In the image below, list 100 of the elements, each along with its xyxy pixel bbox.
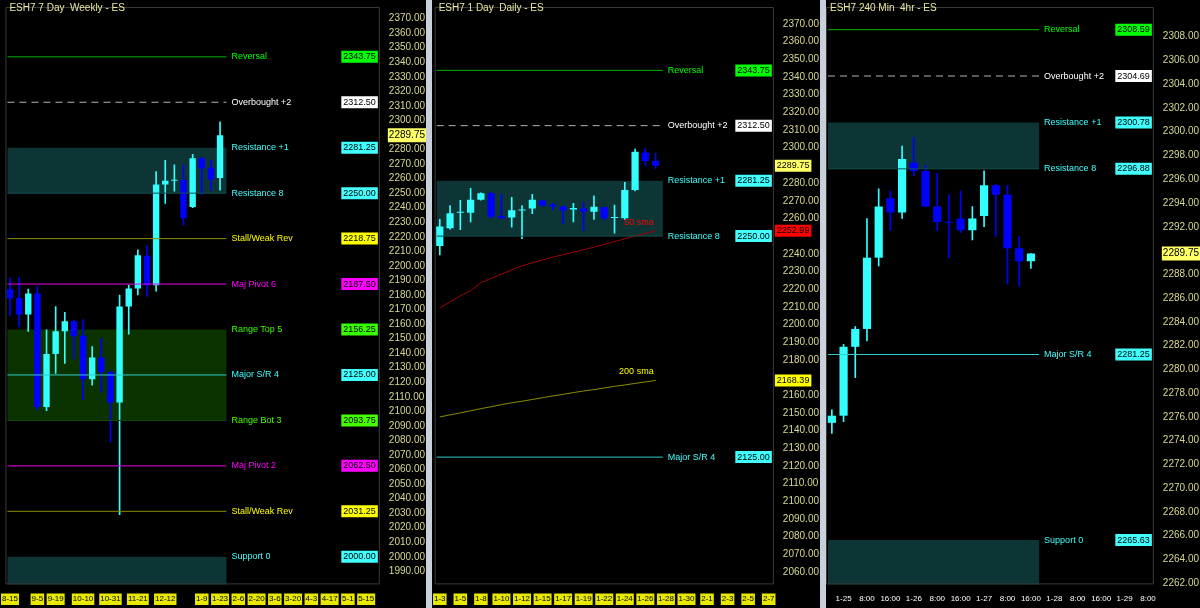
ref-line-label: Maj Pivot 2 (231, 460, 276, 471)
y-tick-label: 2180.00 (782, 353, 820, 365)
x-tick-label: 10-31 (100, 594, 122, 604)
y-tick-label: 2190.00 (782, 335, 820, 347)
y-tick-label: 2320.00 (388, 85, 426, 97)
candlestick (518, 205, 526, 240)
x-tick-label: 1-22 (596, 594, 613, 604)
x-tick-label: 1-26 (905, 594, 923, 604)
ref-line-label: Major S/R 4 (667, 451, 716, 462)
y2-tick-label: 2343.75 (343, 51, 376, 62)
y-tick-label: 2350.00 (388, 41, 426, 53)
y-tick-label: 2260.00 (782, 212, 820, 224)
y2-tick-label: 2343.75 (737, 64, 770, 75)
candlestick (508, 197, 516, 228)
y-tick-label: 2330.00 (388, 70, 426, 82)
y2-tick-label: 2312.50 (343, 96, 376, 107)
y-tick-label: 2350.00 (782, 53, 820, 65)
x-tick-label: 4-17 (321, 594, 339, 604)
y3-tick-label: 2168.39 (776, 374, 810, 385)
y2-tick-label: 2187.50 (343, 278, 376, 289)
candlestick (580, 202, 588, 231)
candlestick (991, 183, 1000, 237)
y-tick-label: 2220.00 (782, 282, 820, 294)
y-tick-label: 2000.00 (388, 550, 426, 562)
y2-tick-label: 2265.63 (1117, 534, 1150, 545)
ref-line-label: Resistance 8 (667, 230, 720, 241)
x-tick-label: 5-15 (358, 594, 375, 604)
y2-tick-label: 2093.75 (343, 414, 376, 425)
x-tick-label: 16:00 (880, 594, 901, 604)
y-tick-label: 2292.00 (1162, 220, 1200, 232)
y-tick-label: 1990.00 (388, 565, 426, 577)
ref-line-label: Range Bot 3 (231, 414, 282, 425)
y-tick-label: 2266.00 (1162, 529, 1200, 541)
y-tick-label: 2060.00 (782, 565, 820, 577)
y-tick-label: 2160.00 (388, 317, 426, 329)
y-tick-label: 2289.75 (388, 129, 426, 141)
x-tick-label: 1-27 (976, 594, 993, 604)
y-tick-label: 2280.00 (1162, 363, 1200, 375)
y2-tick-label: 2062.50 (343, 460, 376, 471)
ref-line-label: Stall/Weak Rev (231, 233, 294, 244)
x-tick-label: 1-3 (434, 594, 447, 604)
y-tick-label: 2294.00 (1162, 196, 1200, 208)
y-tick-label: 2360.00 (782, 35, 820, 47)
y-tick-label: 2020.00 (388, 521, 426, 533)
x-tick-label: 2-20 (248, 594, 266, 604)
x-tick-label: 1-10 (493, 594, 511, 604)
x-tick-label: 16:00 (1091, 594, 1112, 604)
ref-line-label: Overbought +2 (1044, 70, 1104, 81)
x-tick-label: 9-5 (31, 594, 44, 604)
x-tick-label: 1-15 (534, 594, 552, 604)
ref-line-label: Overbought +2 (231, 96, 292, 107)
ref-line-label: Reversal (231, 51, 267, 62)
y2-tick-label: 2281.25 (1117, 348, 1150, 359)
y-tick-label: 2264.00 (1162, 553, 1200, 565)
candlestick (1015, 235, 1024, 287)
x-tick-label: 2-1 (701, 594, 714, 604)
y-tick-label: 2296.00 (1162, 173, 1200, 185)
y-tick-label: 2140.00 (388, 346, 426, 358)
x-tick-label: 16:00 (1020, 594, 1042, 604)
y2-tick-label: 2250.00 (343, 187, 376, 198)
x-tick-label: 1-28 (657, 594, 675, 604)
x-tick-label: 10-10 (72, 594, 94, 604)
y-tick-label: 2260.00 (388, 172, 426, 184)
y-tick-label: 2288.00 (1162, 268, 1200, 280)
x-tick-label: 8:00 (999, 594, 1016, 604)
y-tick-label: 2040.00 (388, 492, 426, 504)
y-tick-label: 2010.00 (388, 535, 426, 547)
y-tick-label: 2304.00 (1162, 77, 1200, 89)
y-tick-label: 2110.00 (388, 390, 425, 402)
y-tick-label: 2298.00 (1162, 149, 1200, 161)
y-tick-label: 2284.00 (1162, 315, 1200, 327)
x-tick-label: 8:00 (1069, 594, 1087, 604)
x-tick-label: 8:00 (859, 594, 876, 604)
band-label: Resistance +1 (231, 142, 289, 153)
y-tick-label: 2090.00 (388, 419, 426, 431)
y-tick-label: 2110.00 (782, 477, 819, 489)
y2-tick-label: 2125.00 (343, 369, 376, 380)
y-tick-label: 2300.00 (782, 141, 820, 153)
y-tick-label: 2130.00 (782, 442, 820, 454)
y-tick-label: 2300.00 (1162, 125, 1200, 137)
y-tick-label: 2262.00 (1162, 576, 1200, 588)
ref-line-label: Stall/Weak Rev (231, 505, 294, 516)
band-label: Resistance +1 (1044, 116, 1102, 127)
y-tick-label: 2330.00 (782, 88, 820, 100)
y-tick-label: 2280.00 (782, 176, 820, 188)
y-tick-label: 2070.00 (782, 548, 820, 560)
y-tick-label: 2240.00 (388, 201, 426, 213)
x-tick-label: 1-29 (1116, 594, 1134, 604)
candlestick (933, 173, 942, 231)
y-tick-label: 2282.00 (1162, 339, 1200, 351)
y-tick-label: 2300.00 (388, 114, 426, 126)
y-tick-label: 2230.00 (782, 265, 820, 277)
ref-line-label: Resistance 8 (1044, 163, 1097, 174)
y-tick-label: 2278.00 (1162, 386, 1200, 398)
x-tick-label: 3-6 (269, 594, 282, 604)
x-tick-label: 1-26 (637, 594, 654, 604)
x-tick-label: 8-15 (2, 594, 19, 604)
x-tick-label: 5-1 (342, 594, 355, 604)
x-tick-label: 9-19 (47, 594, 65, 604)
x-tick-label: 1-5 (454, 594, 467, 604)
